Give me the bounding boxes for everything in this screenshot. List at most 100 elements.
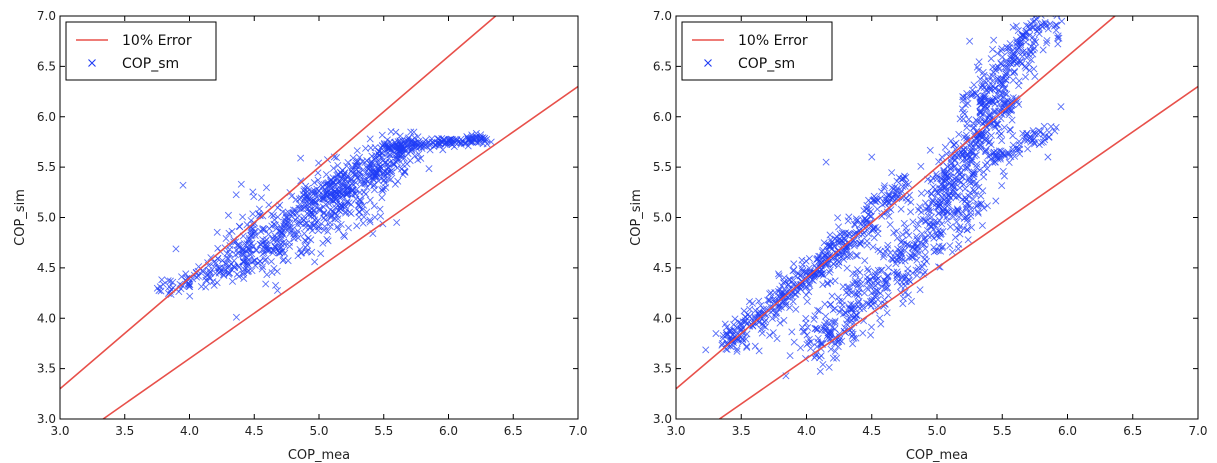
scatter-point bbox=[279, 257, 287, 265]
scatter-point bbox=[825, 328, 833, 336]
scatter-point bbox=[265, 225, 273, 233]
scatter-point bbox=[388, 167, 396, 175]
scatter-point bbox=[1029, 136, 1037, 144]
scatter-point bbox=[826, 266, 834, 274]
scatter-point bbox=[941, 143, 949, 151]
scatter-point bbox=[963, 213, 971, 221]
scatter-point bbox=[814, 306, 822, 314]
scatter-point bbox=[822, 312, 830, 320]
scatter-point bbox=[1033, 7, 1039, 13]
scatter-point bbox=[788, 328, 796, 336]
scatter-point bbox=[1054, 40, 1062, 48]
x-tick-label: 3.5 bbox=[115, 424, 134, 438]
scatter-point bbox=[917, 189, 925, 198]
scatter-point bbox=[894, 184, 902, 192]
scatter-point bbox=[1044, 153, 1052, 161]
scatter-point bbox=[921, 245, 929, 253]
scatter-point bbox=[947, 137, 955, 145]
scatter-point bbox=[1053, 16, 1061, 20]
scatter-point bbox=[882, 278, 890, 286]
scatter-point bbox=[407, 128, 415, 136]
scatter-point bbox=[885, 191, 893, 199]
scatter-point bbox=[321, 216, 329, 224]
y-tick-label: 4.5 bbox=[653, 261, 672, 275]
scatter-point bbox=[285, 209, 293, 217]
scatter-point bbox=[768, 314, 776, 322]
scatter-point bbox=[1023, 130, 1031, 138]
scatter-point bbox=[272, 234, 280, 242]
scatter-point bbox=[974, 200, 983, 208]
scatter-point bbox=[991, 158, 999, 166]
scatter-point bbox=[781, 301, 789, 310]
x-tick-label: 6.5 bbox=[1123, 424, 1142, 438]
scatter-point bbox=[869, 243, 877, 251]
scatter-point bbox=[765, 296, 773, 304]
scatter-point bbox=[737, 321, 745, 330]
scatter-point bbox=[977, 101, 985, 109]
scatter-point bbox=[914, 266, 922, 274]
scatter-point bbox=[992, 197, 1000, 205]
scatter-point bbox=[271, 242, 279, 250]
scatter-point bbox=[976, 137, 984, 145]
scatter-point bbox=[1009, 76, 1017, 84]
scatter-point bbox=[366, 180, 374, 188]
scatter-point bbox=[257, 194, 265, 202]
scatter-point bbox=[345, 199, 353, 207]
scatter-point bbox=[250, 257, 258, 265]
scatter-point bbox=[764, 296, 772, 304]
scatter-point bbox=[871, 268, 879, 276]
scatter-point bbox=[865, 267, 873, 275]
scatter-point bbox=[935, 209, 943, 217]
scatter-point bbox=[930, 248, 938, 256]
scatter-point bbox=[204, 270, 212, 278]
scatter-point bbox=[893, 256, 901, 264]
scatter-point bbox=[965, 176, 973, 184]
scatter-point bbox=[975, 66, 983, 74]
scatter-point bbox=[1030, 129, 1038, 137]
scatter-point bbox=[934, 198, 942, 206]
scatter-point bbox=[340, 171, 348, 179]
scatter-point bbox=[371, 213, 379, 221]
scatter-point bbox=[943, 172, 951, 180]
scatter-point bbox=[724, 331, 732, 339]
scatter-point bbox=[356, 208, 364, 216]
scatter-point bbox=[919, 215, 927, 223]
scatter-point bbox=[989, 158, 997, 166]
scatter-point bbox=[182, 270, 190, 278]
scatter-point bbox=[866, 275, 874, 283]
scatter-point bbox=[179, 181, 187, 189]
scatter-point bbox=[914, 206, 923, 214]
x-tick-label: 3.0 bbox=[666, 424, 685, 438]
scatter-point bbox=[863, 237, 871, 245]
scatter-point bbox=[314, 176, 322, 184]
scatter-point bbox=[976, 108, 984, 117]
scatter-point bbox=[856, 239, 864, 247]
scatter-point bbox=[235, 273, 243, 281]
scatter-point bbox=[352, 195, 360, 203]
scatter-point bbox=[965, 174, 973, 182]
scatter-point bbox=[925, 220, 933, 228]
scatter-point bbox=[481, 134, 489, 142]
scatter-point bbox=[1043, 36, 1051, 44]
scatter-point bbox=[811, 325, 819, 333]
scatter-point bbox=[917, 216, 925, 224]
scatter-point bbox=[900, 219, 908, 227]
scatter-point bbox=[949, 207, 957, 215]
scatter-point bbox=[867, 323, 876, 331]
scatter-point bbox=[849, 270, 857, 278]
scatter-point bbox=[748, 299, 757, 307]
scatter-point bbox=[798, 324, 806, 332]
scatter-point bbox=[766, 331, 774, 339]
scatter-point bbox=[483, 140, 491, 148]
scatter-point bbox=[870, 192, 878, 200]
scatter-point bbox=[284, 257, 292, 265]
scatter-point bbox=[213, 228, 221, 236]
scatter-point bbox=[928, 196, 937, 204]
scatter-point bbox=[434, 135, 442, 143]
scatter-point bbox=[838, 251, 846, 259]
scatter-point bbox=[998, 137, 1006, 145]
scatter-point bbox=[366, 135, 374, 143]
legend: 10% Error COP_sm bbox=[65, 21, 217, 81]
scatter-point bbox=[958, 105, 966, 113]
scatter-point bbox=[265, 201, 273, 209]
